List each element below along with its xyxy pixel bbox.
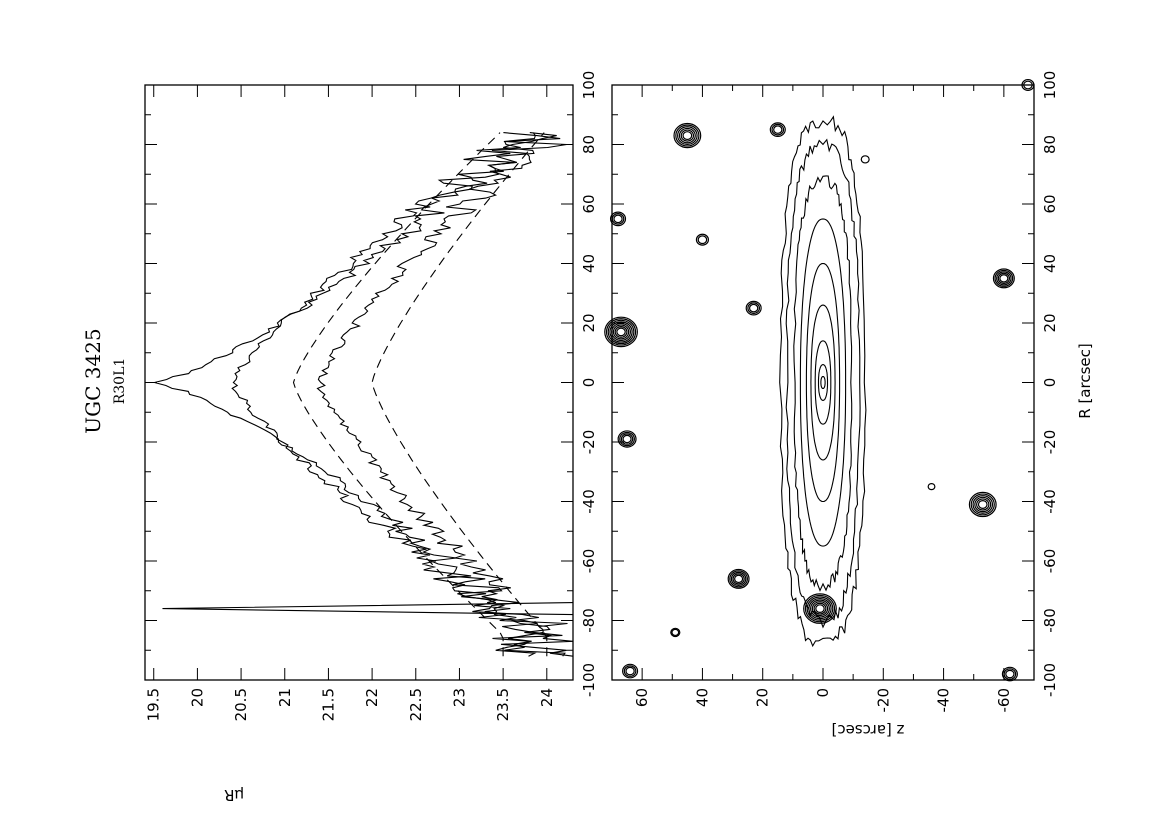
- star-contour: [1001, 666, 1018, 682]
- profile-r-tick-label: -100: [580, 663, 598, 697]
- star-contour: [670, 627, 681, 638]
- profile-r-tick-label: 20: [580, 313, 598, 332]
- z-axis-label: z [arcsec]: [832, 721, 905, 739]
- z-tick-label: -60: [995, 688, 1013, 713]
- mu-tick-label: 21.5: [319, 688, 337, 721]
- mu-tick-label: 23.5: [494, 688, 512, 721]
- star-contour: [803, 593, 837, 624]
- r-tick-label: 20: [1041, 313, 1059, 332]
- z-tick-label: 20: [754, 688, 772, 707]
- z-tick-label: -20: [874, 688, 892, 713]
- star-contour: [609, 211, 627, 227]
- z-tick-label: -40: [935, 688, 953, 713]
- r-tick-label: -20: [1041, 430, 1059, 455]
- star-contour: [1021, 78, 1035, 92]
- profile-r-tick-label: 60: [580, 194, 598, 213]
- r-tick-label: -60: [1041, 549, 1059, 574]
- chart-subtitle: R30L1: [112, 358, 128, 405]
- galaxy-isophote: [805, 262, 841, 503]
- star-contour: [673, 122, 702, 149]
- r-tick-label: 100: [1041, 71, 1059, 100]
- galaxy-isophote: [820, 376, 826, 389]
- star-contour: [727, 568, 750, 589]
- galaxy-contours: [779, 115, 867, 648]
- r-tick-label: 80: [1041, 135, 1059, 154]
- profile-r-tick-label: 0: [580, 378, 598, 388]
- observed-profile-line: [231, 132, 574, 657]
- mu-tick-label: 20: [188, 688, 206, 707]
- mu-tick-label: 19.5: [145, 688, 163, 721]
- star-contour: [769, 122, 786, 137]
- profile-r-tick-label: 100: [580, 71, 598, 100]
- r-tick-label: -40: [1041, 489, 1059, 514]
- model-profile-line: [371, 132, 548, 657]
- profile-r-tick-label: -60: [580, 549, 598, 574]
- galaxy-isophote: [810, 304, 836, 461]
- mu-tick-label: 20.5: [232, 688, 250, 721]
- z-tick-label: 40: [693, 688, 711, 707]
- contour-panel-ticks: [611, 84, 1035, 681]
- profile-r-tick-labels: -100 -80 -60 -40 -20 0 20 40 60 80 100: [580, 71, 598, 697]
- star-contour: [622, 663, 639, 679]
- mu-axis-label: μR: [224, 786, 244, 804]
- profile-r-tick-label: 40: [580, 254, 598, 273]
- profile-curves: [154, 132, 574, 657]
- chart-title: UGC 3425: [81, 328, 105, 433]
- mu-tick-label: 23: [450, 688, 468, 707]
- star-contour: [745, 300, 762, 316]
- mu-tick-label: 21: [276, 688, 294, 707]
- star-contour: [695, 233, 710, 246]
- profile-panel-ticks: [145, 84, 573, 681]
- model-profile-line: [292, 132, 504, 657]
- z-tick-label: 0: [814, 688, 832, 698]
- galaxy-isophote: [793, 175, 853, 592]
- contour-panel: 60 40 20 0 -20 -40 -60 -100-80-60-40-200204060…: [604, 71, 1094, 739]
- z-tick-labels: 60 40 20 0 -20 -40 -60: [633, 688, 1013, 713]
- star-contour: [860, 155, 870, 164]
- mu-tick-label: 22: [363, 688, 381, 707]
- galaxy-isophote: [799, 218, 847, 547]
- profile-r-tick-label: -80: [580, 608, 598, 633]
- mu-tick-label: 22.5: [407, 688, 425, 721]
- galaxy-isophote: [817, 364, 829, 401]
- r-tick-label: -80: [1041, 608, 1059, 633]
- profile-panel: 19.5 20 20.5 21 21.5 22 22.5 23 23.5 24 -100 -80 -6…: [144, 71, 598, 804]
- z-tick-label: 60: [633, 688, 651, 707]
- contour-panel-frame: [611, 84, 1035, 681]
- galaxy-isophote: [814, 340, 832, 425]
- star-contour: [968, 491, 997, 518]
- profile-r-tick-label: -40: [580, 489, 598, 514]
- profile-r-tick-label: -20: [580, 430, 598, 455]
- observed-profile-line: [316, 132, 568, 657]
- galaxy-isophote: [785, 138, 861, 629]
- r-tick-label: 60: [1041, 194, 1059, 213]
- r-axis-label: R [arcsec]: [1076, 343, 1094, 418]
- mu-tick-labels: 19.5 20 20.5 21 21.5 22 22.5 23 23.5 24: [145, 688, 556, 721]
- star-contour: [927, 483, 936, 491]
- star-spike-line: [162, 602, 574, 616]
- star-contour: [992, 268, 1015, 289]
- r-tick-label: -100: [1041, 663, 1059, 697]
- star-contours: [604, 78, 1035, 682]
- r-tick-label: 0: [1041, 378, 1059, 388]
- star-contour: [617, 430, 637, 448]
- observed-profile-line: [154, 132, 563, 657]
- r-tick-label: 40: [1041, 254, 1059, 273]
- profile-r-tick-label: 80: [580, 135, 598, 154]
- mu-tick-label: 24: [538, 688, 556, 707]
- galaxy-isophote: [779, 115, 867, 648]
- star-contour: [604, 316, 638, 348]
- r-tick-labels: -100 -80 -60 -40 -20 0 20 40 60 80 100: [1041, 71, 1059, 697]
